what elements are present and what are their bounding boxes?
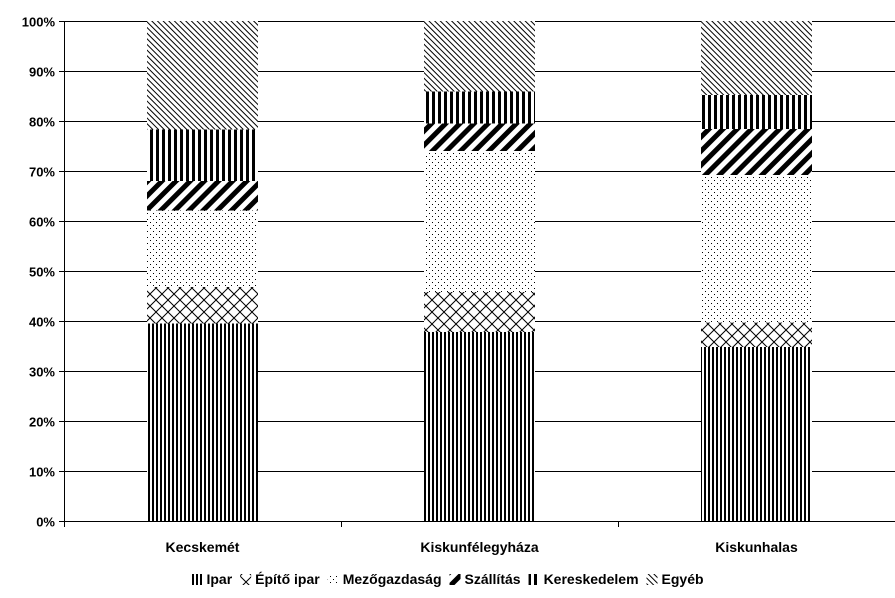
bar-segment-2 xyxy=(701,322,812,347)
bar-segment-5 xyxy=(701,95,812,129)
bar-segment-2 xyxy=(147,287,258,324)
legend-swatch xyxy=(449,574,461,585)
legend-swatch xyxy=(191,574,203,585)
y-tick-label: 90% xyxy=(29,65,55,80)
legend-swatch xyxy=(646,574,658,585)
y-tick-label: 70% xyxy=(29,165,55,180)
y-tick-label: 100% xyxy=(22,15,56,30)
legend-label: Mezőgazdaság xyxy=(343,571,442,587)
bar-segment-1 xyxy=(147,323,258,521)
bar-segment-6 xyxy=(701,21,812,95)
y-tick-label: 0% xyxy=(36,515,55,530)
y-tick-label: 20% xyxy=(29,415,55,430)
legend-item: Építő ipar xyxy=(240,571,320,587)
bar-segment-3 xyxy=(701,175,812,323)
y-tick-label: 50% xyxy=(29,265,55,280)
bar-segment-6 xyxy=(424,21,535,92)
bar-segment-3 xyxy=(424,151,535,292)
bar-segment-4 xyxy=(424,123,535,151)
bar-segment-1 xyxy=(424,332,535,521)
legend-swatch xyxy=(528,574,540,585)
legend-swatch xyxy=(327,574,339,585)
legend-label: Kereskedelem xyxy=(544,571,639,587)
legend-item: Egyéb xyxy=(646,571,704,587)
y-tick-label: 40% xyxy=(29,315,55,330)
y-tick-label: 80% xyxy=(29,115,55,130)
x-category-label: Kiskunfélegyháza xyxy=(420,539,538,555)
x-category-label: Kiskunhalas xyxy=(715,539,798,555)
legend: Ipar Építő ipar Mezőgazdaság Szállítás Keres… xyxy=(191,571,704,587)
legend-label: Építő ipar xyxy=(255,571,320,587)
bars xyxy=(147,21,812,521)
bar-segment-2 xyxy=(424,292,535,332)
legend-items: Ipar Építő ipar Mezőgazdaság Szállítás Keres… xyxy=(191,571,704,587)
legend-item: Ipar xyxy=(191,571,233,587)
axes: 0% 10% 20% 30% 40% 50% 60% 70% 80% 90% 100% Kecskem… xyxy=(22,15,895,555)
legend-item: Mezőgazdaság xyxy=(327,571,442,587)
bar-segment-5 xyxy=(147,129,258,181)
bar-segment-4 xyxy=(147,181,258,211)
bar-segment-4 xyxy=(701,129,812,175)
y-tick-label: 10% xyxy=(29,465,55,480)
bar-segment-3 xyxy=(147,210,258,287)
legend-label: Szállítás xyxy=(465,571,521,587)
x-category-label: Kecskemét xyxy=(166,539,240,555)
bar-segment-5 xyxy=(424,91,535,124)
legend-item: Szállítás xyxy=(449,571,521,587)
legend-label: Egyéb xyxy=(662,571,704,587)
bar-segment-6 xyxy=(147,21,258,130)
legend-item: Kereskedelem xyxy=(528,571,639,587)
bar-segment-1 xyxy=(701,347,812,521)
legend-label: Ipar xyxy=(206,571,232,587)
y-tick-label: 30% xyxy=(29,365,55,380)
y-tick-label: 60% xyxy=(29,215,55,230)
legend-swatch xyxy=(240,574,252,585)
